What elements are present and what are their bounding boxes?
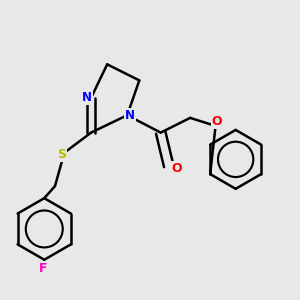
Text: N: N <box>125 109 135 122</box>
Text: N: N <box>82 91 92 104</box>
Text: O: O <box>172 162 182 175</box>
Text: O: O <box>212 115 222 128</box>
Text: S: S <box>57 148 66 161</box>
Text: F: F <box>39 262 47 275</box>
